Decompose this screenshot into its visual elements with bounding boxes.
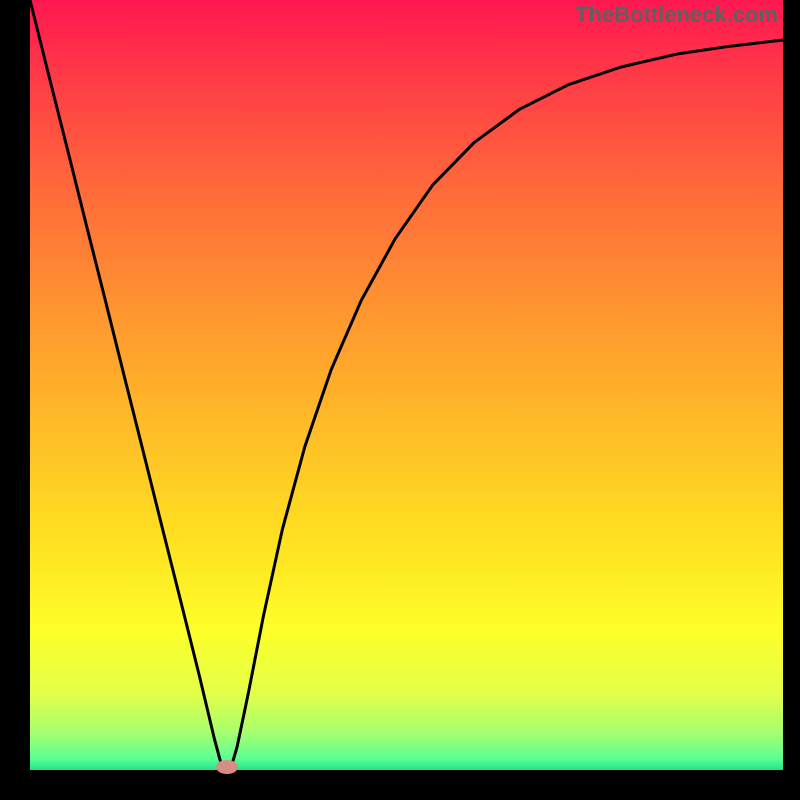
watermark-text: TheBottleneck.com xyxy=(575,2,778,28)
bottleneck-curve xyxy=(30,0,783,770)
plot-area xyxy=(30,0,783,770)
chart-container: { "canvas": { "width": 800, "height": 80… xyxy=(0,0,800,800)
optimal-point-marker xyxy=(216,760,238,774)
